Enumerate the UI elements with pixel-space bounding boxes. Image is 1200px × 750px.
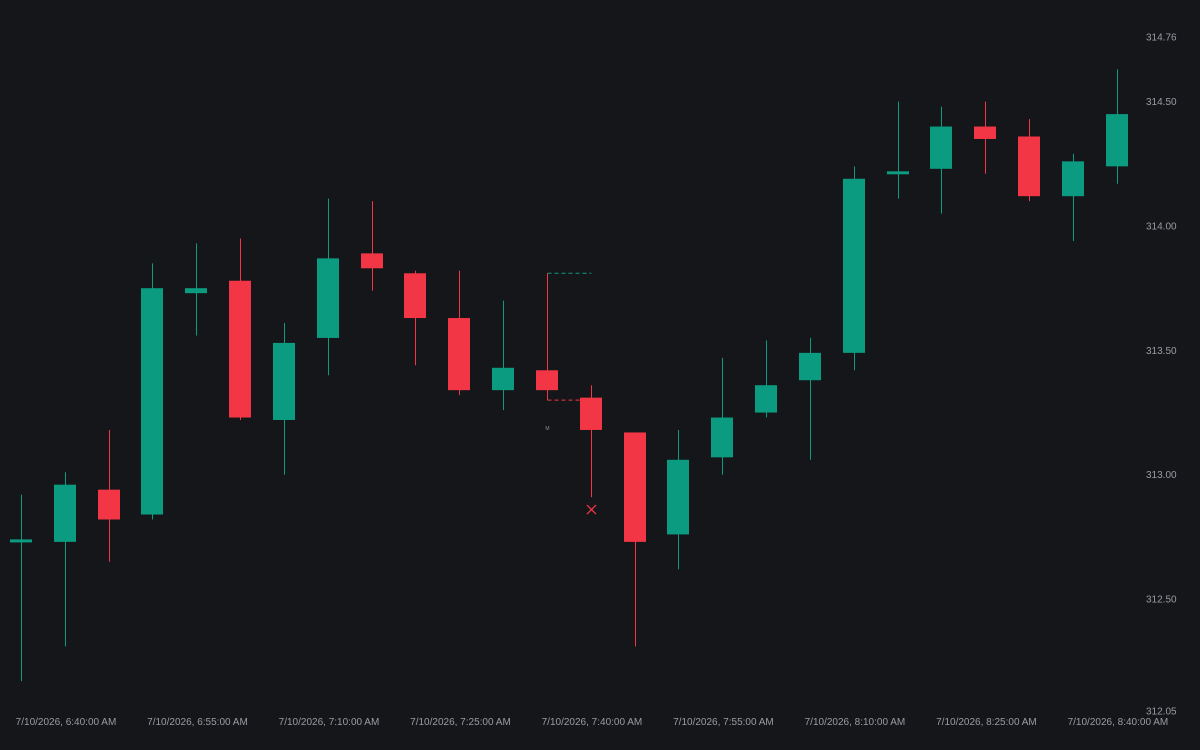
candle-layer — [10, 69, 1128, 682]
price-tick-label: 312.05 — [1146, 707, 1177, 718]
candle-body-down — [98, 489, 120, 520]
candle[interactable] — [98, 429, 120, 562]
candle[interactable] — [273, 323, 295, 475]
time-axis[interactable]: 7/10/2026, 6:40:00 AM 7/10/2026, 6:55:00 … — [16, 717, 1169, 728]
candle[interactable] — [1062, 153, 1084, 241]
candle[interactable] — [930, 106, 952, 214]
candle[interactable] — [580, 385, 602, 498]
price-tick-label: 314.50 — [1146, 97, 1177, 108]
candle-body-up — [492, 367, 514, 391]
candle-body-up — [667, 459, 689, 535]
candle-body-up — [54, 484, 76, 542]
candle-body-up — [755, 385, 777, 413]
candle[interactable] — [185, 243, 207, 336]
candle[interactable] — [229, 238, 251, 421]
candle[interactable] — [404, 270, 426, 366]
candle-body-up — [317, 258, 339, 338]
candle-body-down — [1018, 136, 1040, 197]
text-marker: M — [545, 426, 549, 432]
time-tick-label: 7/10/2026, 7:25:00 AM — [410, 717, 511, 728]
candle[interactable] — [448, 270, 470, 396]
candle[interactable] — [536, 273, 558, 401]
candle[interactable] — [1018, 119, 1040, 202]
candle-body-up — [887, 171, 909, 175]
candle-body-down — [580, 397, 602, 430]
candle[interactable] — [974, 101, 996, 174]
candle-body-up — [141, 288, 163, 515]
candle[interactable] — [54, 472, 76, 647]
candle-body-up — [10, 539, 32, 543]
candle[interactable] — [843, 166, 865, 371]
price-tick-label: 314.76 — [1146, 33, 1177, 44]
candle[interactable] — [755, 340, 777, 418]
candle[interactable] — [1106, 69, 1128, 184]
candle-body-up — [185, 288, 207, 294]
candle-body-up — [1062, 161, 1084, 197]
time-tick-label: 7/10/2026, 8:10:00 AM — [805, 717, 906, 728]
candle-body-down — [229, 280, 251, 418]
candle-body-down — [624, 432, 646, 542]
time-tick-label: 7/10/2026, 8:25:00 AM — [936, 717, 1037, 728]
time-tick-label: 7/10/2026, 7:10:00 AM — [279, 717, 380, 728]
candle[interactable] — [141, 263, 163, 520]
candle[interactable] — [887, 101, 909, 199]
price-tick-label: 312.50 — [1146, 595, 1177, 606]
candle-body-up — [273, 342, 295, 421]
candle-body-up — [799, 352, 821, 381]
price-tick-label: 313.50 — [1146, 346, 1177, 357]
time-tick-label: 7/10/2026, 6:55:00 AM — [147, 717, 248, 728]
candle-body-up — [711, 417, 733, 458]
candle[interactable] — [624, 432, 646, 647]
time-tick-label: 7/10/2026, 7:40:00 AM — [542, 717, 643, 728]
candle[interactable] — [317, 198, 339, 376]
candle-body-up — [930, 126, 952, 169]
cross-marker-icon — [586, 504, 597, 515]
price-axis[interactable]: 312.05 312.50 313.00 313.50 314.00 314.50 314.… — [1146, 33, 1177, 718]
candle-body-down — [448, 318, 470, 391]
candle[interactable] — [10, 494, 32, 682]
time-tick-label: 7/10/2026, 8:40:00 AM — [1068, 717, 1169, 728]
candle[interactable] — [799, 337, 821, 460]
time-tick-label: 7/10/2026, 6:40:00 AM — [16, 717, 117, 728]
price-tick-label: 314.00 — [1146, 222, 1177, 233]
candle[interactable] — [667, 429, 689, 570]
candle[interactable] — [711, 357, 733, 475]
candle-body-up — [1106, 114, 1128, 167]
candle-body-down — [536, 370, 558, 391]
time-tick-label: 7/10/2026, 7:55:00 AM — [673, 717, 774, 728]
price-tick-label: 313.00 — [1146, 470, 1177, 481]
candle-body-down — [404, 273, 426, 319]
candle[interactable] — [361, 201, 383, 291]
marker-layer: M — [545, 426, 597, 515]
candle-body-up — [843, 178, 865, 353]
candle-body-down — [361, 253, 383, 269]
candle[interactable] — [492, 300, 514, 411]
candle-body-down — [974, 126, 996, 139]
